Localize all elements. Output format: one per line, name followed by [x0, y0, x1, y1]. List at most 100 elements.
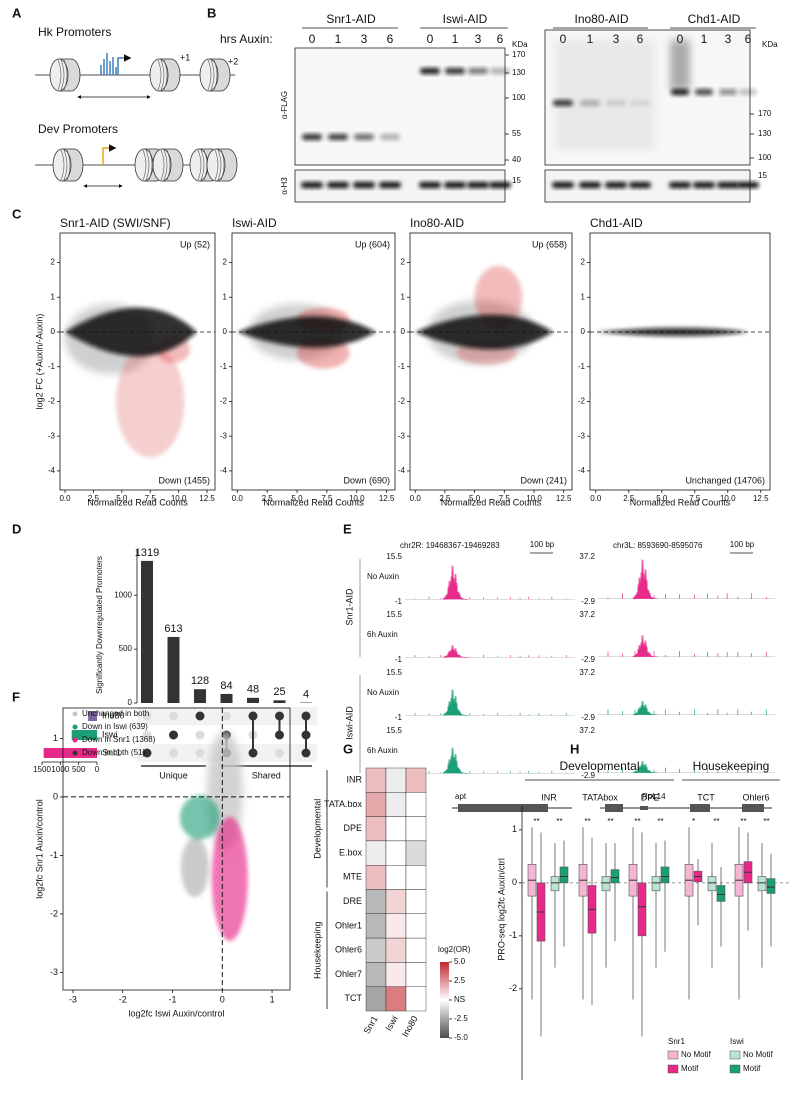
heat-cell — [365, 913, 387, 939]
x-axis-label: Normalized Read Counts — [630, 497, 731, 507]
kda-marker: 15 — [758, 171, 767, 180]
x-axis-label: Normalized Read Counts — [263, 497, 364, 507]
bar — [194, 689, 206, 703]
x-tick-label: 0.0 — [232, 494, 244, 503]
matrix-dot-on — [169, 730, 178, 740]
legend-swatch — [72, 724, 78, 730]
panel-label: G — [343, 741, 353, 756]
column-label: Iswi — [383, 1014, 399, 1032]
point-cloud — [179, 795, 220, 840]
legend-swatch — [729, 1050, 741, 1060]
x-tick-label: -1 — [169, 994, 177, 1004]
y-tick-label: 0 — [128, 698, 133, 707]
h3-band — [419, 182, 441, 188]
legend-swatch — [667, 1050, 679, 1060]
column-label: Ino80 — [400, 1014, 420, 1039]
nucleosome-front — [152, 148, 172, 182]
bar — [220, 693, 233, 703]
promoter-title: Dev Promoters — [38, 122, 118, 136]
line-label: Snr1-AID — [344, 588, 354, 626]
lane-label: 3 — [613, 32, 620, 46]
y-tick-label: -4 — [578, 466, 586, 475]
x-tick-label: 2.5 — [439, 494, 451, 503]
significance: ** — [634, 817, 640, 826]
heat-cell — [385, 792, 407, 817]
band — [695, 89, 713, 95]
point-cloud-dense — [595, 327, 749, 337]
x-axis-label: Normalized Read Counts — [87, 497, 188, 507]
nucleosome-front — [49, 58, 69, 92]
lane-label: 1 — [587, 32, 594, 46]
chart-title: Snr1-AID (SWI/SNF) — [60, 216, 171, 230]
y-tick-label: 1 — [53, 733, 58, 743]
x-axis-label: Normalized Read Counts — [441, 497, 542, 507]
significance: ** — [533, 817, 539, 826]
track-max: 15.5 — [386, 668, 402, 677]
heat-cell — [405, 937, 427, 963]
bar — [273, 700, 286, 703]
band — [354, 134, 374, 140]
heat-cell — [405, 986, 427, 1012]
signal-peak — [442, 747, 468, 775]
annotation: Down (690) — [343, 475, 390, 485]
nucleosome-front — [52, 148, 72, 182]
dna-wrap — [60, 149, 65, 181]
group-label: Housekeeping — [312, 921, 322, 979]
antibody-group: Ino80-AID — [574, 12, 628, 26]
dna-wrap — [160, 149, 165, 181]
matrix-dot-off — [169, 711, 178, 721]
x-tick-label: 10.0 — [171, 494, 187, 503]
x-tick-label: 12.5 — [379, 494, 395, 503]
y-tick-label: 0 — [512, 877, 517, 887]
h3-band — [579, 182, 601, 188]
condition-label: No Auxin — [367, 688, 399, 697]
dna-wrap — [157, 59, 162, 91]
heat-cell — [365, 816, 387, 842]
row-label: MTE — [343, 872, 362, 882]
category-label: INR — [541, 792, 557, 802]
x-tick-label: 2.5 — [88, 494, 100, 503]
matrix-dot-off — [169, 748, 178, 758]
dna-wrap — [63, 149, 68, 181]
kda-marker: 40 — [512, 155, 521, 164]
legend-title: Snr1 — [668, 1037, 685, 1046]
dna-wrap — [207, 59, 212, 91]
band — [739, 89, 757, 95]
y-tick-label: 0 — [223, 327, 228, 336]
line-label: Iswi-AID — [344, 706, 354, 740]
legend-swatch — [72, 737, 78, 743]
heat-cell — [385, 767, 407, 793]
kda-marker: 100 — [758, 153, 772, 162]
dna-wrap — [213, 59, 218, 91]
signal-peak — [632, 559, 658, 600]
y-tick-label: 0 — [53, 791, 58, 801]
kda-marker: 170 — [512, 50, 526, 59]
h3-band — [379, 182, 401, 188]
h3-band — [737, 182, 759, 188]
track-min: -1 — [395, 597, 403, 606]
antibody-group: Iswi-AID — [443, 12, 488, 26]
track-max: 37.2 — [579, 668, 595, 677]
band — [671, 89, 689, 95]
significance: ** — [763, 817, 769, 826]
colorbar-title: log2(OR) — [438, 945, 471, 954]
colorbar-tick-label: -2.5 — [454, 1014, 468, 1023]
heat-cell — [385, 816, 407, 842]
y-tick-label: -3 — [220, 431, 228, 440]
heat-cell — [385, 937, 407, 963]
blot-flag — [294, 47, 506, 166]
box — [716, 885, 726, 902]
set-tick-label: 1000 — [51, 765, 69, 774]
box — [757, 876, 767, 892]
x-tick-label: 0.0 — [590, 494, 602, 503]
colorbar-tick-label: 2.5 — [454, 976, 466, 985]
x-tick-label: 5.0 — [469, 494, 481, 503]
tss-arrow — [117, 54, 132, 75]
heat-cell — [365, 865, 387, 890]
band — [380, 134, 400, 140]
box — [637, 882, 647, 937]
heat-cell — [365, 889, 387, 914]
legend-label: Down in Snr1 (1368) — [82, 735, 156, 744]
x-tick-label: 2.5 — [262, 494, 274, 503]
